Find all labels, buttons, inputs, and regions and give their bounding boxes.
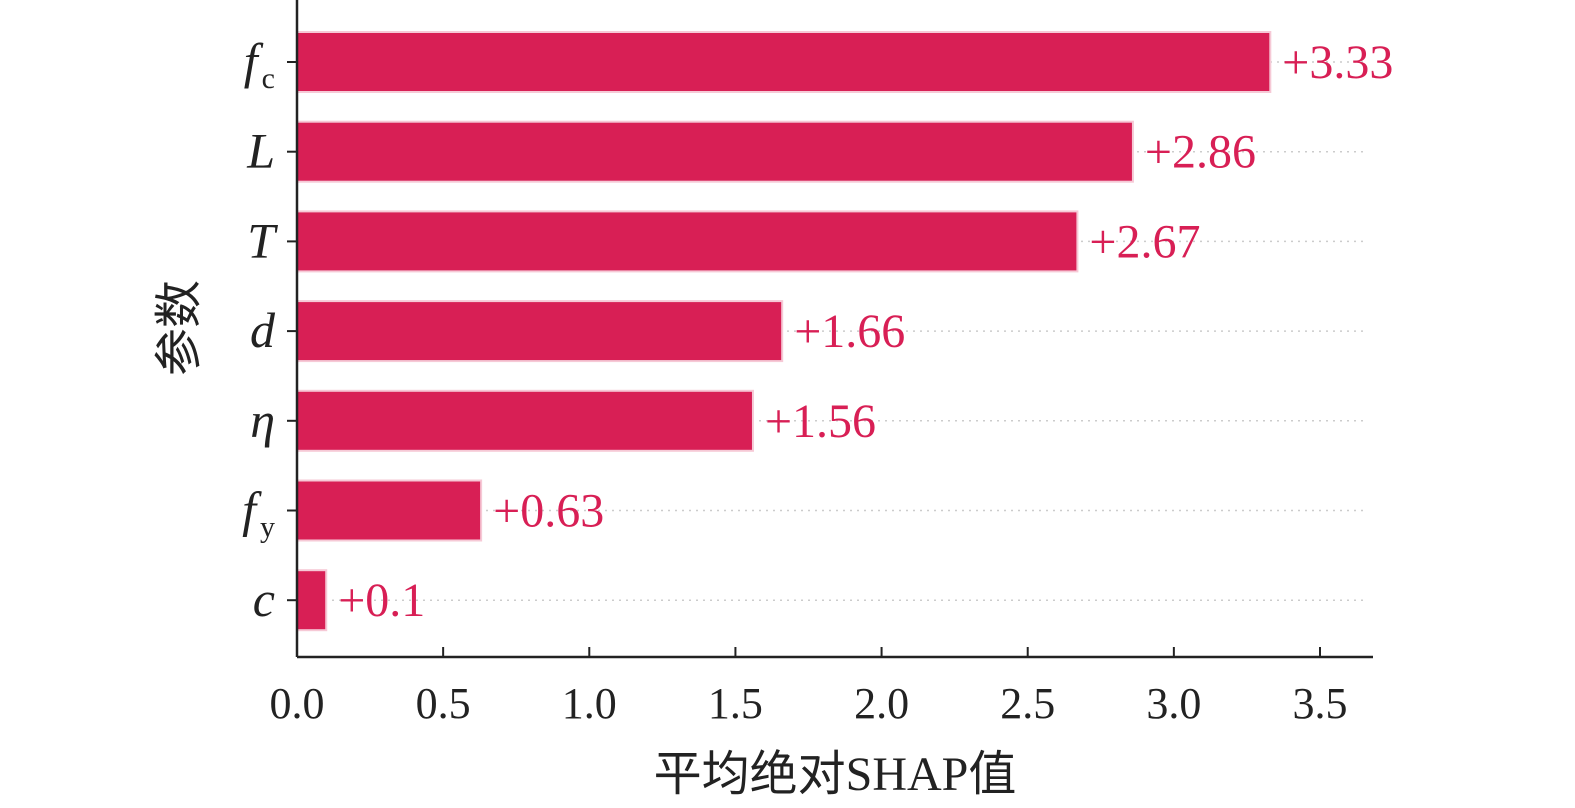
- category-label: T: [247, 212, 278, 268]
- x-tick-label: 2.5: [1000, 679, 1055, 728]
- value-label: +1.66: [794, 305, 905, 358]
- bar: [296, 120, 1134, 183]
- x-tick-label: 2.0: [854, 679, 909, 728]
- value-label: +2.67: [1089, 215, 1200, 268]
- x-tick-label: 0.5: [416, 679, 471, 728]
- x-tick-label: 1.0: [562, 679, 617, 728]
- category-label: L: [246, 123, 275, 179]
- bar: [296, 479, 483, 542]
- bars: [296, 31, 1272, 632]
- bar: [296, 210, 1079, 273]
- x-tick-label: 3.5: [1293, 679, 1348, 728]
- category-label: η: [250, 392, 275, 448]
- bar: [296, 569, 328, 632]
- bar: [296, 389, 754, 452]
- x-tick-label: 0.0: [270, 679, 325, 728]
- category-label: c: [253, 571, 275, 627]
- x-tick-label: 1.5: [708, 679, 763, 728]
- bar: [296, 31, 1272, 93]
- axes: [287, 0, 1373, 659]
- value-label: +0.63: [493, 485, 604, 538]
- value-label: +2.86: [1145, 126, 1256, 179]
- y-axis-title: 参数: [153, 280, 206, 376]
- value-label: +3.33: [1282, 36, 1393, 89]
- bar: [296, 300, 784, 363]
- x-axis-title: 平均绝对SHAP值: [654, 748, 1017, 801]
- category-label: d: [250, 302, 276, 358]
- value-label: +1.56: [765, 395, 876, 448]
- x-tick-label: 3.0: [1146, 679, 1201, 728]
- value-label: +0.1: [338, 574, 425, 627]
